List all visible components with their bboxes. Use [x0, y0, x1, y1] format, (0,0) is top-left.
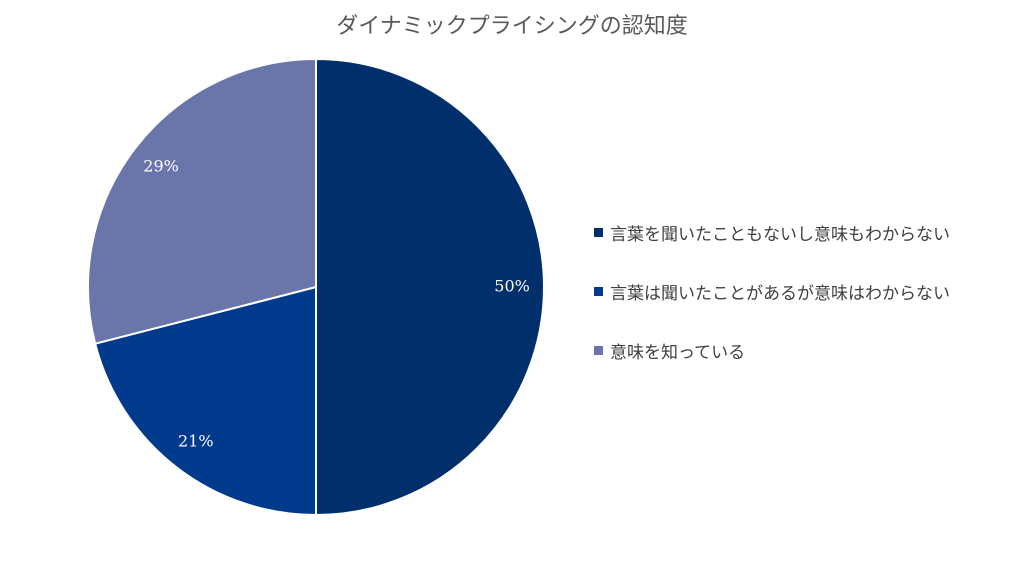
- legend-swatch-0: [594, 227, 603, 237]
- pie-slice-1: [93, 285, 317, 517]
- legend-label-1: 言葉は聞いたことがあるが意味はわからない: [610, 283, 950, 304]
- data-label-2: 29%: [143, 156, 179, 175]
- legend-item-1: 言葉は聞いたことがあるが意味はわからない: [594, 277, 1014, 305]
- legend: 言葉を聞いたこともないし意味もわからない 言葉は聞いたことがあるが意味はわからな…: [594, 218, 1014, 395]
- pie-data-labels: 50% 21% 29%: [143, 156, 530, 450]
- pie-slices: [87, 57, 545, 517]
- legend-item-2: 意味を知っている: [594, 336, 1014, 364]
- legend-label-0: 言葉を聞いたこともないし意味もわからない: [610, 224, 950, 245]
- pie-slice-2: [87, 57, 317, 345]
- data-label-0: 50%: [494, 277, 530, 296]
- pie-slice-0: [315, 57, 545, 517]
- legend-swatch-2: [594, 345, 603, 355]
- legend-label-2: 意味を知っている: [610, 342, 746, 363]
- legend-item-0: 言葉を聞いたこともないし意味もわからない: [594, 218, 1014, 246]
- legend-swatch-1: [594, 286, 603, 296]
- chart-title: ダイナミックプライシングの認知度: [336, 14, 688, 39]
- data-label-1: 21%: [178, 431, 214, 450]
